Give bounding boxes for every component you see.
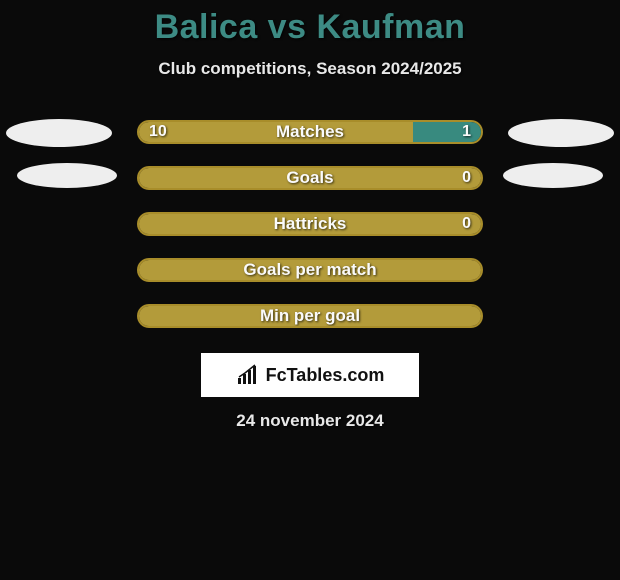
stat-bar: Goals per match: [137, 258, 483, 282]
stat-row: Min per goal: [0, 293, 620, 339]
page-title: Balica vs Kaufman: [0, 8, 620, 47]
stat-value-right: 0: [462, 169, 471, 187]
date-text: 24 november 2024: [0, 411, 620, 431]
brand-chart-icon: [236, 364, 262, 386]
stat-label: Goals: [286, 168, 333, 188]
stat-value-right: 1: [462, 123, 471, 141]
subtitle: Club competitions, Season 2024/2025: [0, 59, 620, 79]
stat-bar: Hattricks 0: [137, 212, 483, 236]
stat-row: Goals per match: [0, 247, 620, 293]
stat-row: Hattricks 0: [0, 201, 620, 247]
stat-bar: Min per goal: [137, 304, 483, 328]
stat-row: Goals 0: [0, 155, 620, 201]
stat-label: Hattricks: [274, 214, 347, 234]
stat-label: Min per goal: [260, 306, 360, 326]
comparison-widget: Balica vs Kaufman Club competitions, Sea…: [0, 0, 620, 431]
brand-text: FcTables.com: [266, 365, 385, 386]
brand-badge: FcTables.com: [201, 353, 419, 397]
stat-bar: Goals 0: [137, 166, 483, 190]
stat-value-right: 0: [462, 215, 471, 233]
stats-area: Matches 10 1 Goals 0 Hattricks 0 Goals per matc…: [0, 109, 620, 339]
stat-label: Matches: [276, 122, 344, 142]
stat-label: Goals per match: [243, 260, 376, 280]
stat-value-left: 10: [149, 123, 167, 141]
stat-rows: Matches 10 1 Goals 0 Hattricks 0 Goals per matc…: [0, 109, 620, 339]
stat-row: Matches 10 1: [0, 109, 620, 155]
stat-bar: Matches 10 1: [137, 120, 483, 144]
